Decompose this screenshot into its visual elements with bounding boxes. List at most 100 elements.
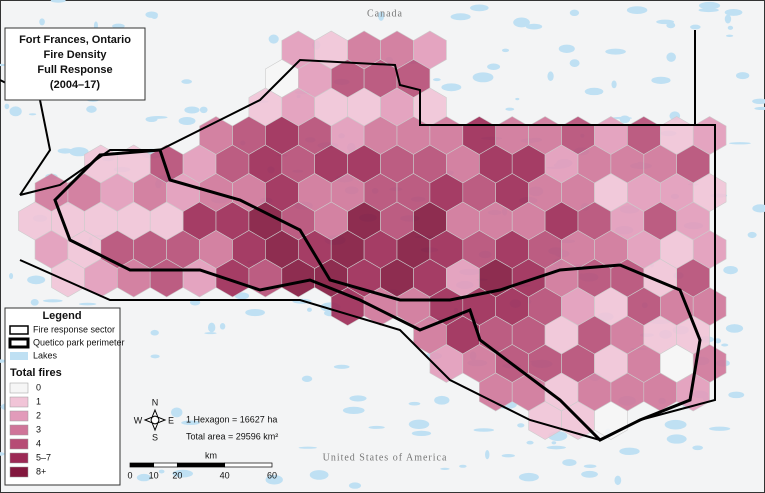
lake: [27, 275, 46, 285]
lake: [501, 48, 510, 53]
compass: N S E W: [134, 397, 174, 442]
lake: [219, 323, 226, 330]
lake: [569, 59, 580, 67]
lake: [199, 106, 208, 114]
lake: [690, 24, 701, 30]
lake: [181, 420, 200, 426]
legend-swatch: [9, 325, 29, 335]
lake: [619, 447, 640, 456]
lake: [562, 459, 577, 467]
lake: [747, 231, 757, 239]
lake: [4, 103, 10, 110]
lake: [547, 71, 554, 82]
lake: [470, 4, 489, 12]
lake: [57, 148, 73, 154]
lake: [408, 419, 430, 429]
lake: [558, 44, 575, 54]
legend-swatch: [9, 410, 29, 422]
lake: [234, 292, 250, 300]
legend-swatch: [8, 337, 30, 349]
lake: [692, 445, 704, 451]
lake: [754, 106, 765, 111]
lake: [42, 299, 63, 303]
lake: [611, 80, 617, 89]
lake: [408, 401, 421, 406]
lake: [569, 9, 580, 16]
lake: [9, 106, 22, 117]
lake: [0, 452, 5, 456]
lake: [28, 113, 37, 116]
lake: [611, 116, 632, 120]
lake: [172, 469, 193, 478]
title-line: Full Response: [37, 64, 112, 76]
legend-swatch: [9, 466, 29, 478]
legend-label: 5–7: [36, 452, 51, 462]
lake: [725, 324, 744, 333]
lake: [306, 307, 312, 312]
legend: Fire response sector Quetico park perimet…: [8, 324, 125, 478]
lake: [171, 407, 183, 418]
lake: [368, 425, 385, 429]
legend-swatch: [9, 438, 29, 450]
scale-segment: [129, 462, 155, 468]
lake: [151, 12, 158, 20]
lake: [619, 115, 631, 124]
lake: [204, 332, 217, 335]
lake: [69, 147, 89, 157]
lake: [728, 142, 751, 145]
scale-tick-label: 0: [127, 470, 132, 480]
lake: [0, 359, 6, 363]
lake: [450, 13, 471, 21]
lake: [752, 204, 765, 213]
title-box: [4, 27, 146, 101]
lake: [518, 472, 539, 482]
lake: [724, 14, 732, 24]
legend-label: 0: [36, 382, 41, 392]
scale-tick-label: 20: [172, 470, 182, 480]
lake: [150, 354, 160, 359]
lake: [472, 72, 494, 83]
lake: [150, 329, 159, 336]
compass-w: W: [134, 415, 143, 425]
legend-label: Quetico park perimeter: [33, 337, 125, 347]
compass-n: N: [152, 397, 159, 407]
lake: [9, 272, 14, 280]
lake: [440, 467, 450, 470]
legend-swatch: [9, 396, 29, 408]
title-line: Fire Density: [44, 49, 108, 61]
compass-e: E: [168, 415, 174, 425]
lake: [184, 106, 200, 114]
title: Fort Frances, Ontario Fire Density Full Re…: [19, 34, 131, 91]
hexagons: [18, 30, 727, 440]
lake: [505, 107, 515, 111]
lake: [551, 441, 557, 445]
lake: [86, 105, 97, 113]
lake: [342, 406, 365, 414]
lake: [605, 48, 626, 55]
lake: [136, 473, 152, 482]
legend-swatch: [9, 382, 29, 394]
legend-label: Fire response sector: [33, 324, 115, 334]
legend-label: 3: [36, 424, 41, 434]
lake: [728, 391, 745, 399]
lake: [721, 343, 729, 347]
country-label: Canada: [367, 8, 403, 19]
lake: [581, 470, 598, 478]
legend-subtitle: Total fires: [10, 367, 62, 379]
lake: [614, 475, 622, 486]
lake: [50, 0, 66, 3]
note: Total area = 29596 km²: [186, 431, 278, 441]
legend-label: 4: [36, 438, 41, 448]
lake: [709, 426, 731, 431]
lake: [626, 6, 648, 14]
legend-label: Lakes: [33, 350, 58, 360]
lake: [265, 475, 283, 485]
lake: [112, 23, 125, 29]
lake: [301, 375, 313, 382]
lake: [441, 83, 462, 92]
lake: [583, 464, 597, 469]
lake: [517, 423, 525, 428]
lake: [30, 299, 39, 306]
lake: [268, 34, 279, 44]
